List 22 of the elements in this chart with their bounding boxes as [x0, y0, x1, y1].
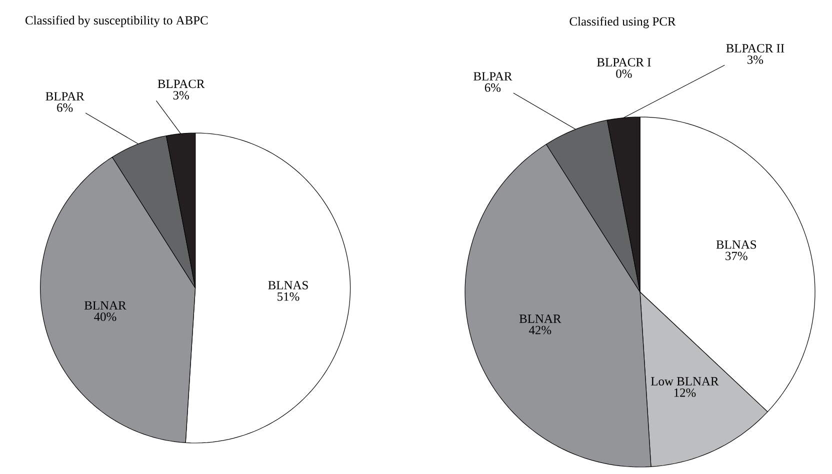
data-label: 12%: [674, 388, 696, 397]
slice-label: BLNAR: [519, 314, 562, 323]
slice-label: BLPACR II: [726, 44, 784, 52]
category-label: BLPACR I: [597, 58, 651, 66]
slice-label: BLPAR: [46, 92, 84, 100]
data-label: 37%: [726, 252, 748, 260]
data-label: 3%: [748, 55, 764, 64]
data-label: 3%: [173, 91, 189, 100]
chart-title: Classified by susceptibility to ABPC: [26, 16, 208, 28]
slice-label: BLNAS: [268, 281, 308, 290]
data-label: 40%: [94, 312, 116, 321]
slice-label: BLPACR: [158, 80, 205, 88]
data-label: 6%: [484, 83, 501, 92]
data-label: 51%: [278, 292, 300, 301]
slice-label: BLPAR: [474, 72, 512, 80]
chart-title: Classified using PCR: [570, 16, 676, 28]
slice-label: BLNAR: [84, 301, 126, 310]
slice-label: BLNAS: [716, 240, 756, 249]
slice-label: Low BLNAR: [651, 377, 719, 386]
text: 0%: [616, 69, 632, 78]
data-label: 42%: [528, 326, 552, 334]
data-label: 6%: [57, 103, 73, 112]
